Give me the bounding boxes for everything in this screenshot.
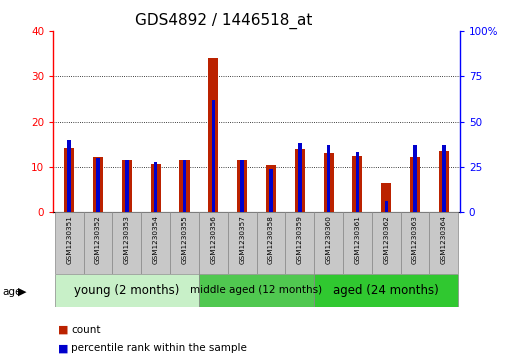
Text: GSM1230360: GSM1230360 [326, 215, 332, 264]
Text: GSM1230362: GSM1230362 [383, 215, 389, 264]
FancyBboxPatch shape [228, 212, 257, 274]
FancyBboxPatch shape [343, 212, 372, 274]
Text: ■: ■ [58, 325, 69, 335]
FancyBboxPatch shape [141, 212, 170, 274]
Text: GSM1230355: GSM1230355 [181, 215, 187, 264]
Bar [353, 156, 363, 212]
Text: GSM1230361: GSM1230361 [355, 215, 360, 264]
Bar [64, 148, 74, 212]
FancyBboxPatch shape [401, 212, 429, 274]
Bar [208, 58, 218, 212]
Bar [381, 183, 391, 212]
Text: GSM1230352: GSM1230352 [95, 215, 101, 264]
FancyBboxPatch shape [314, 212, 343, 274]
Bar [385, 201, 388, 212]
Bar [298, 143, 302, 212]
FancyBboxPatch shape [257, 212, 285, 274]
Bar [240, 160, 244, 212]
Text: young (2 months): young (2 months) [74, 284, 179, 297]
Text: ■: ■ [58, 343, 69, 354]
FancyBboxPatch shape [314, 274, 458, 307]
Bar [93, 158, 103, 212]
Bar [122, 160, 132, 212]
Bar [68, 140, 71, 212]
FancyBboxPatch shape [55, 212, 84, 274]
FancyBboxPatch shape [199, 212, 228, 274]
FancyBboxPatch shape [84, 212, 112, 274]
Bar [211, 100, 215, 212]
Text: GSM1230353: GSM1230353 [124, 215, 130, 264]
Bar [179, 160, 189, 212]
FancyBboxPatch shape [372, 212, 401, 274]
Bar [356, 152, 359, 212]
FancyBboxPatch shape [55, 274, 199, 307]
Text: GDS4892 / 1446518_at: GDS4892 / 1446518_at [135, 13, 312, 29]
Bar [266, 165, 276, 212]
FancyBboxPatch shape [285, 212, 314, 274]
Text: aged (24 months): aged (24 months) [333, 284, 439, 297]
Text: count: count [71, 325, 101, 335]
Text: GSM1230351: GSM1230351 [66, 215, 72, 264]
Bar [327, 145, 330, 212]
FancyBboxPatch shape [199, 274, 314, 307]
Bar [150, 164, 161, 212]
Bar [125, 160, 129, 212]
FancyBboxPatch shape [429, 212, 458, 274]
Text: age: age [3, 287, 22, 297]
Bar [295, 149, 305, 212]
Text: GSM1230357: GSM1230357 [239, 215, 245, 264]
Bar [439, 151, 449, 212]
Bar [97, 158, 100, 212]
Text: GSM1230354: GSM1230354 [153, 215, 158, 264]
Text: percentile rank within the sample: percentile rank within the sample [71, 343, 247, 354]
Bar [237, 160, 247, 212]
Bar [154, 162, 157, 212]
Text: ▶: ▶ [18, 287, 26, 297]
Text: middle aged (12 months): middle aged (12 months) [190, 285, 323, 295]
Bar [183, 160, 186, 212]
Text: GSM1230358: GSM1230358 [268, 215, 274, 264]
Bar [410, 158, 420, 212]
Text: GSM1230364: GSM1230364 [441, 215, 447, 264]
Text: GSM1230356: GSM1230356 [210, 215, 216, 264]
FancyBboxPatch shape [170, 212, 199, 274]
FancyBboxPatch shape [112, 212, 141, 274]
Text: GSM1230363: GSM1230363 [412, 215, 418, 264]
Text: GSM1230359: GSM1230359 [297, 215, 303, 264]
Bar [324, 153, 334, 212]
Bar [269, 169, 273, 212]
Bar [414, 145, 417, 212]
Bar [442, 145, 446, 212]
